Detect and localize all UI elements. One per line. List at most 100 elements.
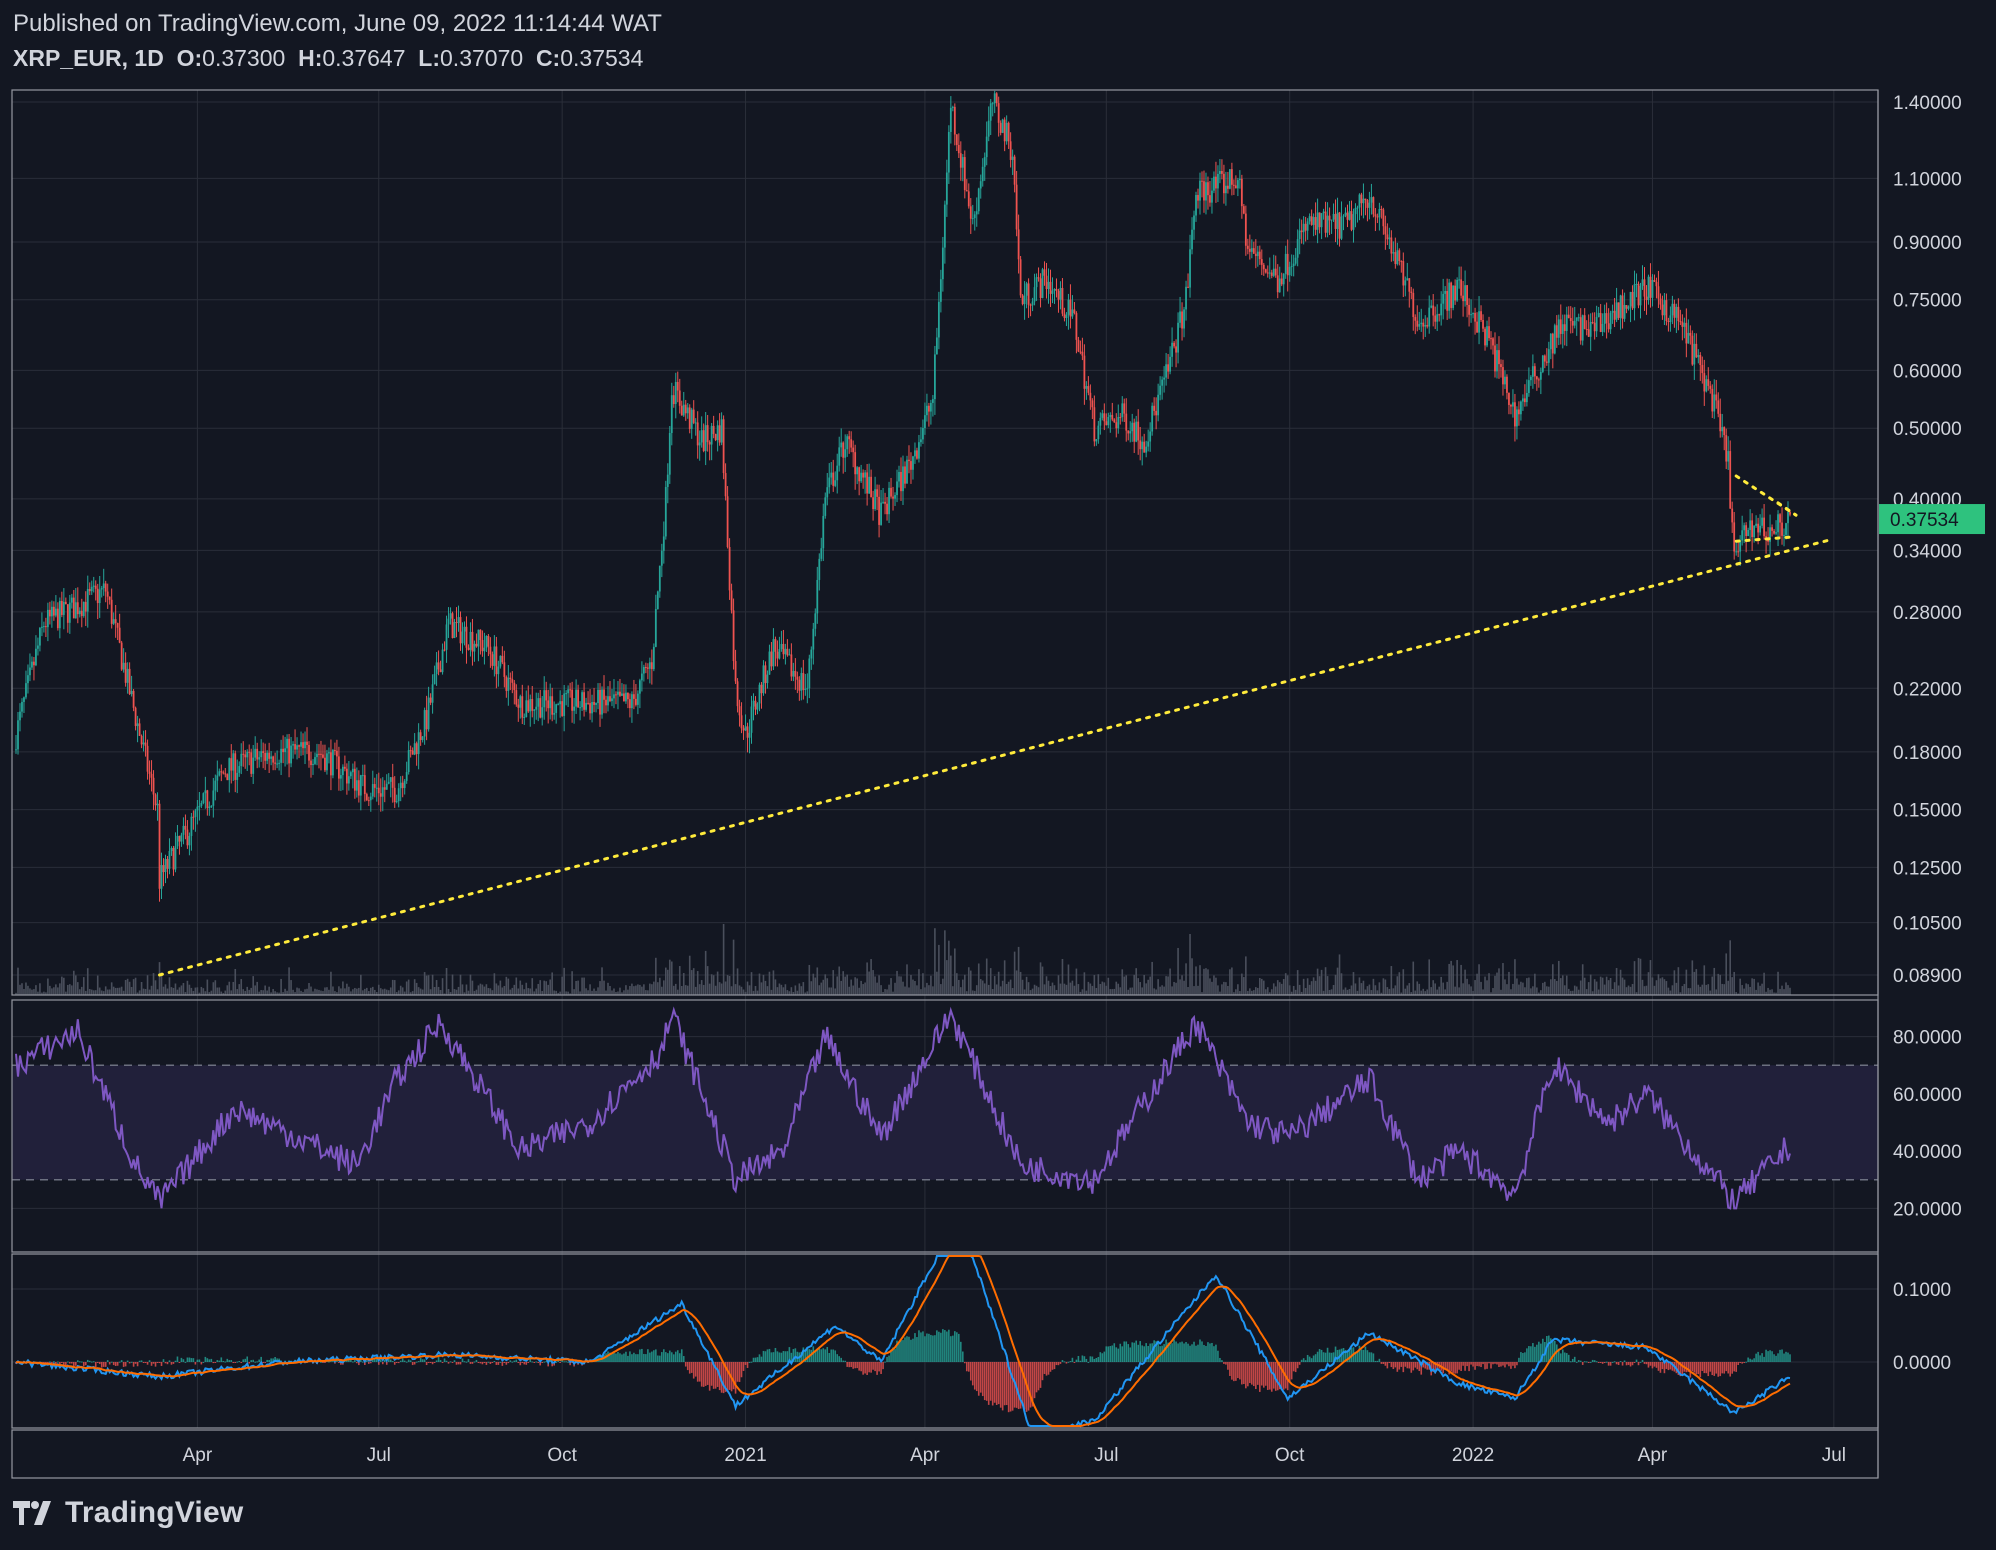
macd-hist-bar bbox=[338, 1362, 340, 1363]
candle-body bbox=[1234, 185, 1237, 189]
volume-bar bbox=[184, 992, 187, 995]
macd-hist-bar bbox=[445, 1360, 448, 1362]
candle-body bbox=[144, 742, 147, 746]
volume-bar bbox=[284, 988, 286, 995]
macd-hist-bar bbox=[1619, 1360, 1622, 1362]
volume-bar bbox=[676, 989, 679, 995]
macd-hist-bar bbox=[629, 1351, 631, 1362]
macd-hist-bar bbox=[455, 1362, 458, 1365]
candle-body bbox=[920, 439, 922, 443]
candle-body bbox=[706, 425, 709, 443]
volume-bar bbox=[1091, 985, 1094, 995]
macd-hist-bar bbox=[754, 1357, 757, 1362]
macd-hist-bar bbox=[1346, 1351, 1349, 1362]
macd-hist-bar bbox=[814, 1350, 817, 1362]
time-tick-label: Jul bbox=[367, 1445, 391, 1466]
macd-hist-bar bbox=[1749, 1358, 1751, 1362]
macd-hist-bar bbox=[1751, 1359, 1753, 1362]
macd-hist-bar bbox=[1398, 1362, 1401, 1370]
candle-body bbox=[1661, 304, 1664, 316]
volume-bar bbox=[1524, 987, 1526, 995]
candle-body bbox=[1057, 290, 1060, 300]
macd-hist-bar bbox=[537, 1362, 540, 1363]
volume-bar bbox=[973, 990, 976, 995]
tradingview-logo-icon bbox=[13, 1501, 51, 1525]
candle-body bbox=[846, 436, 849, 450]
macd-hist-bar bbox=[1227, 1362, 1229, 1370]
candle-body bbox=[1011, 156, 1014, 160]
macd-hist-bar bbox=[926, 1333, 928, 1362]
macd-hist-bar bbox=[116, 1362, 119, 1366]
volume-bar bbox=[1239, 991, 1241, 995]
volume-bar bbox=[222, 993, 225, 995]
candle-body bbox=[1338, 212, 1341, 239]
volume-bar bbox=[744, 991, 747, 995]
volume-bar bbox=[940, 984, 942, 995]
volume-bar bbox=[276, 992, 278, 995]
macd-hist-bar bbox=[1687, 1362, 1690, 1372]
macd-hist-bar bbox=[890, 1351, 892, 1362]
candle-body bbox=[1348, 211, 1351, 220]
macd-hist-bar bbox=[868, 1362, 870, 1373]
candle-body bbox=[1757, 523, 1760, 533]
macd-hist-bar bbox=[1534, 1346, 1536, 1362]
macd-hist-bar bbox=[1450, 1362, 1452, 1372]
candle-body bbox=[322, 754, 324, 758]
tradingview-logo[interactable]: TradingView bbox=[13, 1495, 243, 1531]
volume-bar bbox=[1189, 934, 1191, 995]
macd-hist-bar bbox=[1701, 1362, 1704, 1371]
candle-body bbox=[320, 753, 322, 755]
volume-bar bbox=[1332, 984, 1335, 995]
macd-hist-bar bbox=[1061, 1360, 1064, 1362]
volume-bar bbox=[1508, 971, 1510, 995]
volume-bar bbox=[290, 980, 292, 995]
volume-bar bbox=[370, 987, 372, 995]
price-tick-label: 1.40000 bbox=[1893, 93, 1962, 114]
candle-body bbox=[513, 682, 516, 691]
symbol-label[interactable]: XRP_EUR, 1D bbox=[13, 45, 164, 71]
macd-hist-bar bbox=[158, 1362, 161, 1363]
candle-body bbox=[1342, 215, 1345, 217]
macd-hist-bar bbox=[120, 1360, 123, 1362]
volume-bar bbox=[479, 983, 482, 995]
volume-bar bbox=[800, 986, 803, 995]
volume-bar bbox=[503, 985, 506, 995]
macd-hist-bar bbox=[1611, 1361, 1614, 1363]
candle-body bbox=[1645, 296, 1648, 301]
macd-hist-bar bbox=[1173, 1339, 1175, 1362]
volume-bar bbox=[1033, 984, 1036, 995]
macd-hist-bar bbox=[1310, 1358, 1313, 1362]
macd-hist-bar bbox=[1480, 1362, 1482, 1368]
volume-bar bbox=[1011, 988, 1014, 995]
macd-hist-bar bbox=[1785, 1351, 1787, 1362]
macd-hist-bar bbox=[834, 1350, 837, 1362]
volume-bar bbox=[324, 987, 326, 995]
volume-bar bbox=[108, 989, 111, 995]
macd-hist-bar bbox=[1233, 1362, 1235, 1382]
macd-hist-bar bbox=[1183, 1343, 1185, 1362]
candle-body bbox=[1783, 534, 1785, 536]
volume-bar bbox=[80, 986, 83, 995]
macd-hist-bar bbox=[1444, 1362, 1446, 1370]
macd-hist-bar bbox=[1334, 1346, 1337, 1362]
candle-body bbox=[110, 599, 113, 624]
candle-body bbox=[820, 548, 823, 559]
macd-hist-bar bbox=[680, 1349, 683, 1362]
volume-bar bbox=[1565, 975, 1568, 995]
volume-bar bbox=[1789, 987, 1791, 995]
macd-hist-bar bbox=[850, 1362, 852, 1368]
volume-bar bbox=[1330, 989, 1333, 995]
volume-bar bbox=[340, 988, 342, 995]
trendlines[interactable] bbox=[158, 474, 1834, 977]
volume-bar bbox=[1187, 987, 1189, 995]
volume-bar bbox=[497, 985, 500, 995]
macd-hist-bar bbox=[615, 1353, 617, 1362]
volume-bar bbox=[722, 923, 725, 995]
price-tick-label: 0.15000 bbox=[1893, 801, 1962, 822]
candle-body bbox=[607, 696, 609, 706]
macd-hist-bar bbox=[1378, 1358, 1381, 1362]
macd-tick-label: 0.0000 bbox=[1893, 1353, 1951, 1374]
macd-hist-bar bbox=[1418, 1362, 1421, 1372]
macd-hist-bar bbox=[1454, 1362, 1456, 1374]
